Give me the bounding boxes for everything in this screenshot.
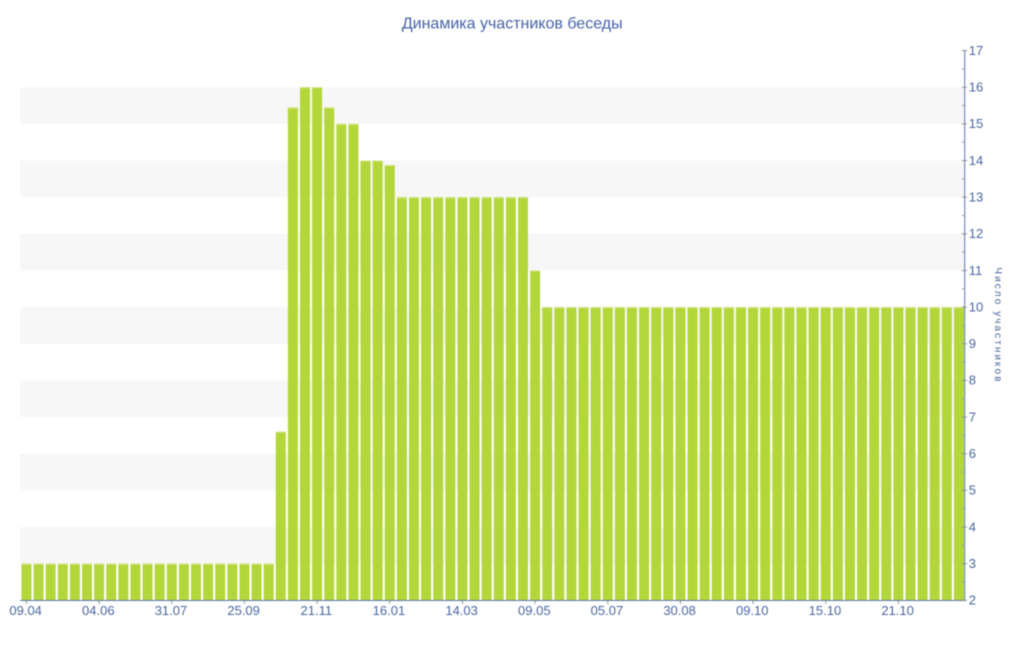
svg-text:13: 13	[969, 189, 983, 204]
svg-text:7: 7	[969, 409, 976, 424]
svg-text:15.10: 15.10	[809, 603, 842, 618]
svg-text:04.06: 04.06	[82, 603, 115, 618]
svg-text:14: 14	[969, 153, 983, 168]
svg-text:16.01: 16.01	[373, 603, 406, 618]
svg-text:11: 11	[969, 263, 983, 278]
svg-text:09.04: 09.04	[9, 603, 42, 618]
svg-text:17: 17	[969, 43, 983, 58]
svg-text:05.07: 05.07	[591, 603, 624, 618]
svg-text:2: 2	[969, 593, 976, 608]
svg-text:21.11: 21.11	[301, 603, 333, 618]
svg-text:16: 16	[969, 80, 983, 95]
svg-text:12: 12	[969, 226, 983, 241]
svg-text:14.03: 14.03	[445, 603, 478, 618]
svg-text:09.05: 09.05	[518, 603, 551, 618]
svg-text:30.08: 30.08	[663, 603, 696, 618]
svg-text:09.10: 09.10	[736, 603, 769, 618]
svg-text:Динамика участников беседы: Динамика участников беседы	[402, 16, 623, 33]
svg-text:31.07: 31.07	[155, 603, 188, 618]
svg-text:10: 10	[969, 299, 983, 314]
svg-text:3: 3	[969, 556, 976, 571]
svg-text:21.10: 21.10	[881, 603, 914, 618]
svg-text:6: 6	[969, 446, 976, 461]
svg-text:5: 5	[969, 483, 976, 498]
svg-text:15: 15	[969, 116, 983, 131]
svg-text:4: 4	[969, 519, 976, 534]
svg-text:Число участников: Число участников	[992, 267, 1003, 383]
svg-text:8: 8	[969, 373, 976, 388]
svg-text:9: 9	[969, 336, 976, 351]
svg-text:25.09: 25.09	[227, 603, 260, 618]
